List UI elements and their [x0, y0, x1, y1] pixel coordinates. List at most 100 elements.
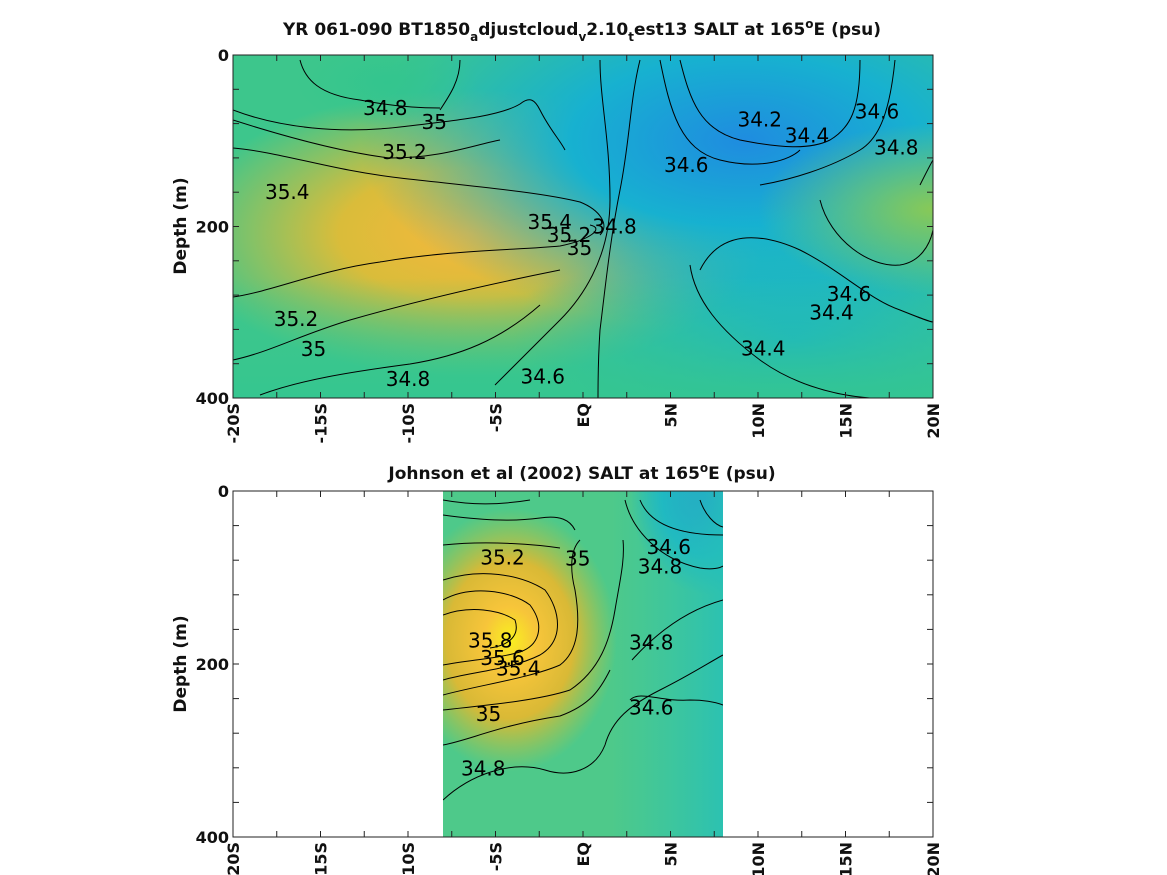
- contour-line: [759, 59, 896, 186]
- contour-label: 34.6: [827, 282, 872, 306]
- x-tick-label: EQ: [574, 842, 593, 867]
- x-tick-label: -15S: [312, 842, 331, 875]
- contour-line: [443, 539, 624, 711]
- title-segment: v: [578, 30, 586, 44]
- contour-line: [679, 59, 861, 148]
- y-axis-label-bottom: Depth (m): [171, 615, 191, 712]
- chart-title-top: YR 061-090 BT1850adjustcloudv2.10test13 …: [282, 17, 881, 44]
- contour-line: [819, 199, 933, 266]
- contour-label: 35: [567, 236, 592, 260]
- contour-label: 35.2: [480, 546, 525, 570]
- contour-line: [639, 499, 723, 536]
- contour-label: 35.4: [265, 180, 310, 204]
- title-segment: YR 061-090 BT1850: [282, 20, 470, 40]
- contour-line: [699, 499, 723, 528]
- x-tick-label: EQ: [574, 403, 593, 428]
- contour-line: [233, 269, 561, 361]
- y-tick-label: 400: [196, 828, 229, 847]
- contour-label: 34.4: [785, 124, 830, 148]
- contour-label: 35: [422, 110, 447, 134]
- contour-line: [299, 59, 441, 109]
- x-tick-label: 20N: [924, 403, 943, 439]
- contour-label: 34.6: [855, 100, 900, 124]
- contour-lines-top: [233, 59, 933, 398]
- title-segment: E (psu): [814, 20, 881, 40]
- y-axis-label-top: Depth (m): [171, 177, 191, 274]
- contour-line: [443, 514, 576, 531]
- title-segment: t: [628, 30, 634, 44]
- contour-label: 34.8: [638, 554, 683, 578]
- contour-label: 35.6: [480, 646, 525, 670]
- contour-line: [443, 539, 581, 696]
- title-segment: o: [700, 461, 708, 475]
- y-tick-label: 400: [196, 389, 229, 408]
- contour-label: 35.4: [527, 210, 572, 234]
- y-tick-label: 0: [218, 46, 229, 65]
- contour-line: [659, 59, 801, 165]
- title-segment: 2.10: [586, 20, 628, 40]
- contour-label: 35: [565, 546, 590, 570]
- contour-line: [629, 695, 723, 706]
- x-tick-label: -20S: [224, 842, 243, 875]
- title-segment: o: [805, 17, 813, 31]
- contour-line: [443, 590, 540, 666]
- contour-line: [443, 609, 517, 649]
- contour-label: 34.8: [874, 136, 919, 160]
- contour-label: 34.6: [520, 365, 565, 389]
- contour-line: [443, 654, 723, 801]
- contour-label: 34.8: [461, 757, 506, 781]
- x-tick-label: -15S: [312, 403, 331, 443]
- x-tick-label: 5N: [662, 842, 681, 867]
- y-tick-label: 200: [196, 655, 229, 674]
- panel-top: YR 061-090 BT1850adjustcloudv2.10test13 …: [171, 17, 943, 443]
- contour-label: 34.8: [629, 630, 674, 654]
- x-tick-label: -20S: [224, 403, 243, 443]
- x-tick-label: 10N: [749, 842, 768, 875]
- contour-line: [699, 237, 933, 323]
- heatmap-field-top: 34.83535.235.435.435.23534.834.634.234.4…: [233, 55, 933, 398]
- x-tick-label: -10S: [399, 403, 418, 443]
- contour-line: [494, 59, 611, 386]
- contour-label: 35.8: [468, 629, 513, 653]
- contour-line: [259, 304, 541, 396]
- panel-bottom: Johnson et al (2002) SALT at 165oE (psu): [171, 461, 943, 875]
- contour-label: 35.2: [547, 223, 592, 247]
- title-segment: djustcloud: [478, 20, 578, 40]
- contour-line: [439, 59, 461, 111]
- contour-label: 34.2: [737, 107, 782, 131]
- contour-label: 34.8: [363, 96, 408, 120]
- title-segment: est13 SALT at 165: [634, 20, 805, 40]
- contour-line: [233, 99, 566, 151]
- contour-line: [689, 264, 871, 398]
- y-ticks-top: 0 200 400: [196, 46, 933, 408]
- contour-lines-bottom: [443, 499, 723, 801]
- title-segment: Johnson et al (2002) SALT at 165: [387, 464, 700, 484]
- x-tick-label: -5S: [487, 403, 506, 432]
- y-tick-label: 200: [196, 218, 229, 237]
- contour-line: [919, 159, 933, 186]
- chart-title-bottom: Johnson et al (2002) SALT at 165oE (psu): [387, 461, 775, 484]
- y-ticks-bottom: 0 200 400: [196, 482, 933, 847]
- contour-label: 34.6: [646, 535, 691, 559]
- contour-line: [443, 542, 561, 549]
- contour-label: 35.2: [382, 140, 427, 164]
- contour-label: 34.8: [592, 215, 637, 239]
- contour-line: [233, 224, 597, 298]
- x-tick-label: -10S: [399, 842, 418, 875]
- x-tick-label: 15N: [837, 842, 856, 875]
- contour-label: 34.8: [386, 367, 431, 391]
- y-tick-label: 0: [218, 482, 229, 501]
- contour-label: 34.4: [809, 300, 854, 324]
- title-segment: a: [470, 30, 478, 44]
- contour-line: [233, 147, 605, 236]
- contour-labels-top: 34.83535.235.435.435.23534.834.634.234.4…: [265, 96, 919, 391]
- contour-line: [233, 119, 501, 159]
- x-ticks-top: -20S -15S -10S -5S EQ 5N 10N 15N 20N: [224, 55, 943, 443]
- contour-line: [624, 499, 723, 570]
- x-tick-label: 10N: [749, 403, 768, 439]
- contour-label: 35.4: [496, 656, 541, 680]
- contour-label: 35: [476, 702, 501, 726]
